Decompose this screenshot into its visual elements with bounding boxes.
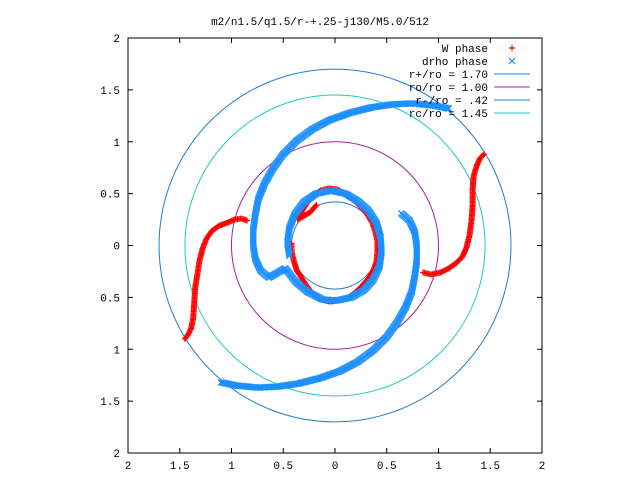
data-point (286, 252, 293, 260)
reference-circles (158, 68, 512, 423)
x-tick-label: 2 (125, 461, 132, 473)
y-tick-label: 0.5 (100, 190, 120, 202)
data-point (244, 217, 251, 224)
x-tick-label: 1 (228, 461, 235, 473)
y-tick-label: 1.5 (100, 86, 120, 98)
data-point (285, 251, 293, 258)
chart-title: m2/n1.5/q1.5/r-+.25-j130/M5.0/512 (211, 17, 429, 29)
x-tick-label: 0.5 (273, 461, 293, 473)
reference-circle (158, 68, 512, 423)
legend-label: drho phase (422, 57, 488, 69)
legend-label: W phase (442, 44, 488, 56)
data-point (312, 203, 319, 210)
reference-circle (184, 94, 486, 397)
x-axis: 2 1.5 1 0.5 0 0.5 1 1.5 2 (125, 38, 546, 473)
y-axis: 2 1.5 1 0.5 0 0.5 1 1.5 2 (100, 34, 542, 461)
x-tick-label: 1 (435, 461, 442, 473)
y-tick-label: 1.5 (100, 397, 120, 409)
x-tick-label: 1.5 (170, 461, 190, 473)
data-point (480, 152, 487, 159)
x-tick-label: 0.5 (377, 461, 397, 473)
y-tick-label: 1 (113, 345, 120, 357)
data-point (481, 151, 488, 158)
data-point (313, 202, 320, 209)
x-tick-label: 1.5 (480, 461, 500, 473)
data-series (181, 99, 488, 392)
y-tick-label: 1 (113, 138, 120, 150)
series-w-phase (181, 151, 488, 342)
x-tick-label: 2 (539, 461, 546, 473)
legend-label: r+/ro = 1.70 (409, 70, 488, 82)
legend-label: r-/ro = .42 (415, 96, 488, 108)
y-tick-label: 0 (113, 242, 120, 254)
y-tick-label: 0.5 (100, 293, 120, 305)
legend-label: ro/ro = 1.00 (409, 83, 488, 95)
y-tick-label: 2 (113, 449, 120, 461)
reference-circle (231, 141, 439, 350)
legend-label: rc/ro = 1.45 (409, 109, 488, 121)
legend-marker (509, 45, 515, 51)
x-tick-label: 0 (332, 461, 339, 473)
data-point (285, 249, 293, 257)
data-point (397, 209, 405, 217)
legend-marker (508, 57, 516, 65)
series-drho-phase (217, 99, 453, 392)
y-tick-label: 2 (113, 34, 120, 46)
